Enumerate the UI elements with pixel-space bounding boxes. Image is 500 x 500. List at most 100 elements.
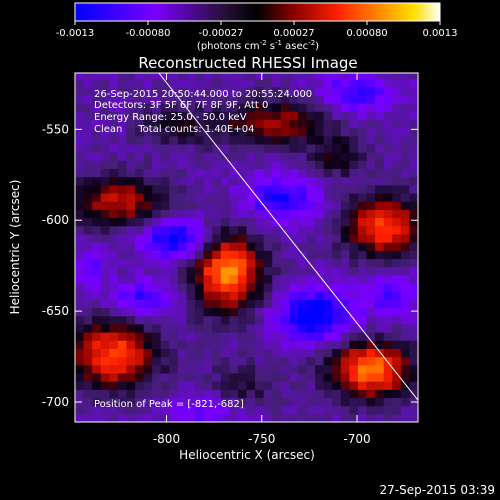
heatmap-cell bbox=[229, 176, 239, 186]
heatmap-cell bbox=[100, 152, 110, 161]
heatmap-cell bbox=[186, 315, 196, 325]
heatmap-cell bbox=[280, 356, 290, 366]
heatmap-cell bbox=[109, 307, 119, 317]
heatmap-cell bbox=[135, 250, 145, 260]
heatmap-cell bbox=[357, 176, 368, 186]
heatmap-cell bbox=[75, 372, 85, 382]
heatmap-cell bbox=[92, 217, 102, 227]
heatmap-cell bbox=[92, 201, 102, 210]
heatmap-cell bbox=[332, 397, 342, 407]
heatmap-cell bbox=[375, 315, 385, 325]
heatmap-cell bbox=[392, 119, 402, 129]
heatmap-cell bbox=[83, 111, 93, 120]
heatmap-cell bbox=[297, 242, 308, 251]
heatmap-cell bbox=[263, 307, 273, 317]
heatmap-cell bbox=[349, 192, 359, 202]
heatmap-cell bbox=[75, 86, 85, 96]
heatmap-cell bbox=[392, 397, 402, 407]
heatmap-cell bbox=[83, 143, 93, 153]
heatmap-cell bbox=[229, 250, 239, 260]
heatmap-cell bbox=[229, 94, 239, 104]
heatmap-cell bbox=[392, 364, 402, 374]
heatmap-cell bbox=[92, 315, 102, 325]
heatmap-cell bbox=[323, 340, 333, 349]
heatmap-cell bbox=[83, 242, 93, 251]
heatmap-cell bbox=[143, 78, 153, 88]
heatmap-cell bbox=[75, 73, 85, 80]
heatmap-cell bbox=[280, 258, 290, 268]
chart-title: Reconstructed RHESSI Image bbox=[138, 54, 357, 72]
heatmap-cell bbox=[255, 323, 265, 333]
heatmap-cell bbox=[366, 119, 376, 129]
heatmap-cell bbox=[272, 413, 282, 422]
heatmap-cell bbox=[229, 315, 239, 325]
heatmap-cell bbox=[152, 381, 162, 390]
heatmap-cell bbox=[117, 119, 128, 129]
heatmap-cell bbox=[349, 389, 359, 399]
heatmap-cell bbox=[195, 282, 205, 292]
heatmap-cell bbox=[92, 143, 102, 153]
heatmap-cell bbox=[263, 291, 273, 300]
heatmap-cell bbox=[169, 242, 179, 251]
heatmap-cell bbox=[306, 201, 316, 210]
heatmap-cell bbox=[357, 332, 368, 341]
heatmap-cell bbox=[203, 381, 213, 390]
heatmap-cell bbox=[152, 86, 162, 96]
heatmap-cell bbox=[75, 266, 85, 276]
heatmap-cell bbox=[160, 201, 170, 210]
heatmap-cell bbox=[315, 291, 325, 300]
heatmap-cell bbox=[169, 381, 179, 390]
heatmap-cell bbox=[83, 152, 93, 161]
y-axis-ticks: -550-600-650-700 bbox=[42, 122, 418, 409]
heatmap-cell bbox=[117, 168, 128, 178]
heatmap-cell bbox=[272, 94, 282, 104]
heatmap-cell bbox=[195, 94, 205, 104]
heatmap-cell bbox=[126, 372, 136, 382]
heatmap-cell bbox=[409, 307, 418, 317]
heatmap-cell bbox=[315, 233, 325, 243]
heatmap-cell bbox=[289, 413, 299, 422]
heatmap-cell bbox=[357, 73, 368, 80]
heatmap-cell bbox=[383, 299, 393, 309]
heatmap-cell bbox=[186, 413, 196, 422]
annotation-clean-counts: Clean Total counts: 1.40E+04 bbox=[94, 124, 254, 135]
heatmap-cell bbox=[75, 364, 85, 374]
heatmap-cell bbox=[357, 94, 368, 104]
heatmap-cell bbox=[297, 405, 308, 415]
colorbar-units: (photons cm-2 s-1 asec-2) bbox=[197, 39, 319, 52]
heatmap-cell bbox=[100, 176, 110, 186]
heatmap-cell bbox=[366, 94, 376, 104]
heatmap-cell bbox=[375, 94, 385, 104]
heatmap-cell bbox=[315, 348, 325, 358]
heatmap-cell bbox=[135, 258, 145, 268]
heatmap-cell bbox=[109, 86, 119, 96]
heatmap-cell bbox=[280, 291, 290, 300]
heatmap-cell bbox=[392, 282, 402, 292]
heatmap-cell bbox=[195, 192, 205, 202]
heatmap-cell bbox=[383, 356, 393, 366]
heatmap-cell bbox=[143, 242, 153, 251]
heatmap-cell bbox=[152, 282, 162, 292]
heatmap-cell bbox=[135, 217, 145, 227]
heatmap-cell bbox=[100, 372, 110, 382]
heatmap-cell bbox=[152, 168, 162, 178]
heatmap-cell bbox=[143, 397, 153, 407]
heatmap-cell bbox=[186, 348, 196, 358]
heatmap-cell bbox=[75, 323, 85, 333]
heatmap-cell bbox=[160, 381, 170, 390]
heatmap-cell bbox=[340, 315, 350, 325]
heatmap-cell bbox=[109, 94, 119, 104]
heatmap-cell bbox=[409, 102, 418, 112]
heatmap-cell bbox=[203, 405, 213, 415]
heatmap-cell bbox=[297, 160, 308, 170]
heatmap-cell bbox=[255, 413, 265, 422]
heatmap-cell bbox=[83, 176, 93, 186]
heatmap-cell bbox=[297, 356, 308, 366]
heatmap-cell bbox=[229, 242, 239, 251]
heatmap-cell bbox=[92, 340, 102, 349]
heatmap-cell bbox=[237, 143, 248, 153]
heatmap-cell bbox=[109, 348, 119, 358]
heatmap-cell bbox=[203, 111, 213, 120]
heatmap-cell bbox=[177, 119, 188, 129]
units-part: ) bbox=[315, 41, 319, 52]
